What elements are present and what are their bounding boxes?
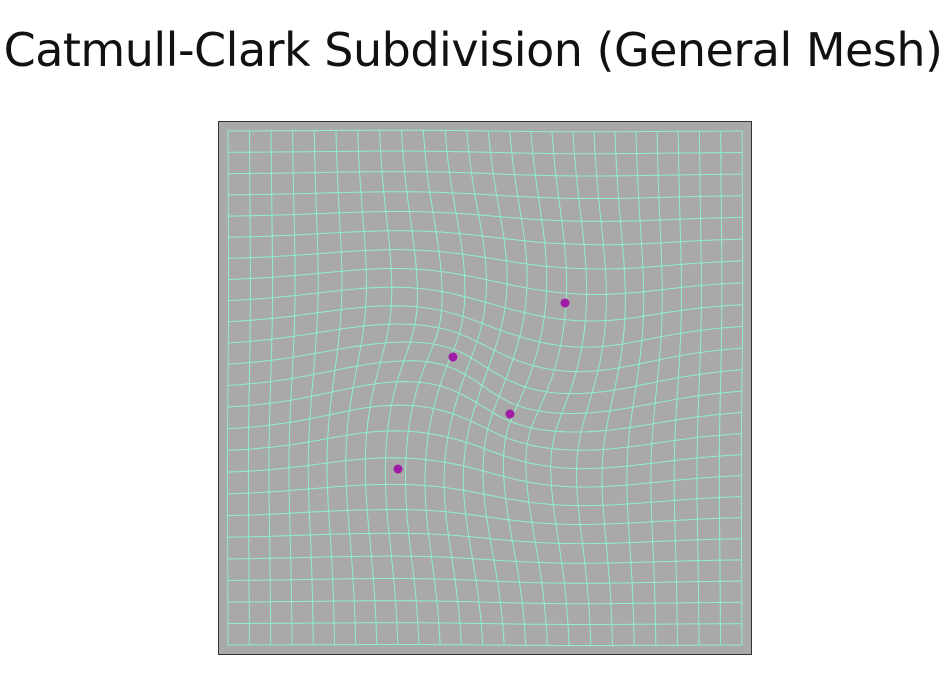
extraordinary-vertices	[393, 298, 570, 474]
extraordinary-vertex-dot	[560, 298, 570, 308]
mesh-line-horizontal	[227, 600, 742, 605]
mesh-canvas	[218, 121, 752, 655]
mesh-line-horizontal	[227, 578, 742, 584]
extraordinary-vertex-dot	[505, 409, 515, 419]
mesh-line-vertical	[696, 131, 702, 646]
mesh-line-horizontal	[227, 555, 742, 564]
mesh-figure	[218, 121, 752, 655]
slide-title: Catmull-Clark Subdivision (General Mesh)	[3, 23, 943, 77]
mesh-line-vertical	[673, 131, 682, 646]
mesh-lines	[226, 129, 744, 646]
mesh-line-vertical	[718, 131, 723, 646]
mesh-line-horizontal	[227, 622, 742, 625]
mesh-line-horizontal	[227, 644, 742, 646]
extraordinary-vertex-dot	[393, 464, 403, 474]
extraordinary-vertex-dot	[448, 352, 458, 362]
mesh-line-vertical	[740, 131, 744, 646]
